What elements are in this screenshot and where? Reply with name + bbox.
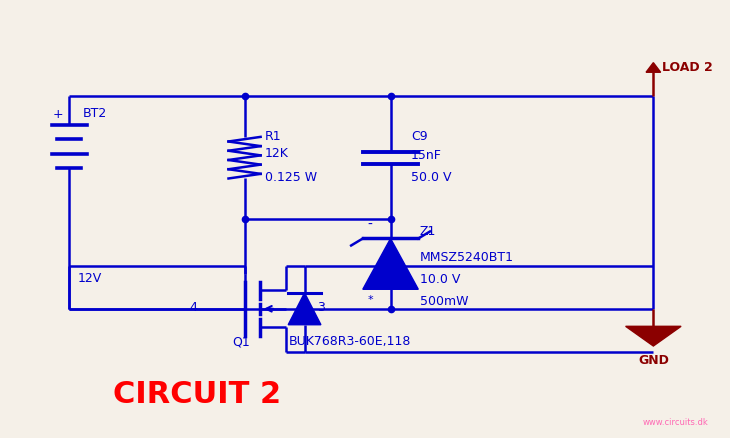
Text: GND: GND — [638, 354, 669, 367]
Text: 10.0 V: 10.0 V — [420, 273, 460, 286]
Text: Q1: Q1 — [232, 335, 250, 348]
Text: +: + — [53, 108, 64, 121]
Text: 12K: 12K — [265, 147, 289, 160]
Text: 50.0 V: 50.0 V — [411, 171, 451, 184]
Text: MMSZ5240BT1: MMSZ5240BT1 — [420, 251, 514, 264]
Polygon shape — [646, 63, 661, 72]
Text: CIRCUIT 2: CIRCUIT 2 — [113, 380, 281, 409]
Text: BUK768R3-60E,118: BUK768R3-60E,118 — [288, 335, 411, 348]
Text: R1: R1 — [265, 131, 282, 143]
Text: 12V: 12V — [78, 272, 102, 285]
Text: -: - — [368, 219, 372, 232]
Text: 0.125 W: 0.125 W — [265, 171, 317, 184]
Polygon shape — [288, 293, 321, 325]
Text: C9: C9 — [411, 130, 428, 143]
Polygon shape — [363, 238, 418, 290]
Text: LOAD 2: LOAD 2 — [662, 61, 713, 74]
Polygon shape — [626, 326, 681, 346]
Text: Z1: Z1 — [420, 226, 436, 238]
Text: 500mW: 500mW — [420, 295, 468, 307]
Text: 4: 4 — [190, 301, 197, 314]
Text: *: * — [367, 295, 373, 305]
Text: BT2: BT2 — [82, 106, 107, 120]
Text: www.circuits.dk: www.circuits.dk — [642, 418, 708, 427]
Text: 3: 3 — [318, 301, 325, 314]
Text: 15nF: 15nF — [411, 149, 442, 162]
